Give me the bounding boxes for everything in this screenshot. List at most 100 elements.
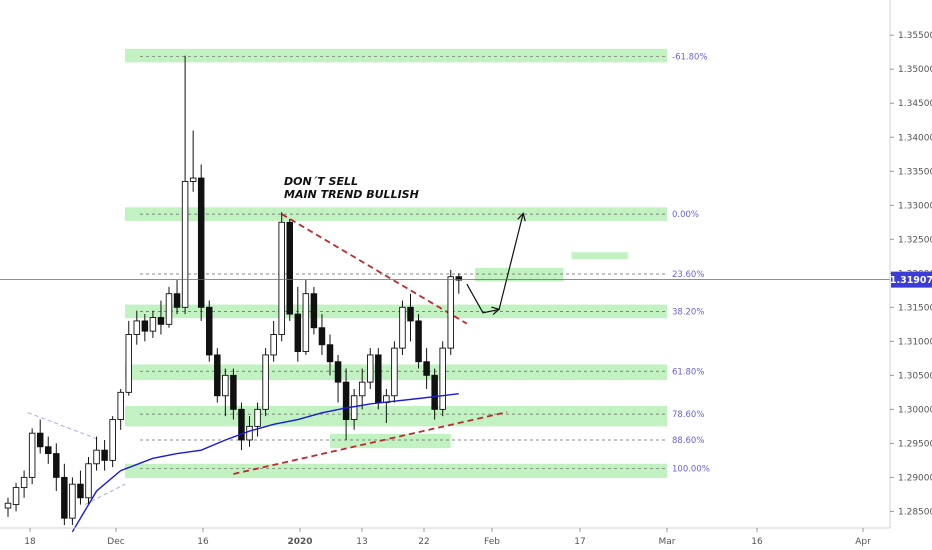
x-tick-label: 22 [418, 537, 429, 547]
x-tick-label: 16 [197, 537, 209, 547]
candle-body [358, 381, 366, 397]
candle-body [45, 446, 52, 455]
y-tick-label: 1.30500 [898, 371, 932, 381]
y-tick-label: 1.28500 [898, 507, 932, 517]
candle-body [431, 374, 438, 410]
moving-average-line [71, 393, 459, 533]
candles [4, 55, 463, 525]
x-tick-label: 17 [574, 537, 585, 547]
projection-arrow [466, 283, 500, 314]
candle-body [423, 361, 430, 376]
fib-zone [125, 304, 667, 319]
fib-zone [330, 433, 451, 449]
candle-body [12, 487, 20, 506]
y-tick-label: 1.33000 [898, 201, 932, 211]
candle-body [85, 463, 92, 499]
y-tick-label: 1.29500 [898, 439, 932, 449]
y-tick-label: 1.33500 [898, 167, 932, 177]
y-tick-label: 1.30000 [898, 405, 932, 415]
candle-body [455, 276, 463, 281]
candle-body [173, 293, 181, 308]
candle-body [399, 306, 406, 349]
candle-body [149, 317, 157, 332]
y-tick-label: 1.31500 [898, 303, 932, 313]
fib-zone [125, 48, 667, 63]
candle-body [230, 374, 237, 410]
candle-body [286, 221, 294, 315]
y-tick-label: 1.34500 [898, 99, 932, 109]
candle-body [197, 177, 205, 308]
candle-body [93, 449, 100, 465]
candle-body [254, 408, 261, 427]
annotation-line-2: MAIN TREND BULLISH [284, 188, 419, 201]
candle-body [270, 334, 277, 356]
fib-level-label: 38.20% [672, 307, 704, 317]
fib-level-label: 78.60% [672, 410, 704, 420]
x-tick-label: Dec [107, 537, 124, 547]
trend-lines [27, 213, 508, 506]
candle-body [125, 334, 132, 393]
candle-body [189, 177, 197, 182]
y-tick-label: 1.32500 [898, 235, 932, 245]
candle-body [20, 476, 28, 489]
projection-arrow [498, 213, 524, 310]
candle-body [342, 381, 350, 421]
candle-body [407, 306, 414, 322]
fib-level-label: 0.00% [672, 210, 699, 220]
y-tick-label: 1.34000 [898, 133, 932, 143]
fib-level-label: 100.00% [672, 465, 710, 475]
x-tick-label: Mar [659, 537, 676, 547]
x-tick-label: Apr [855, 537, 871, 547]
fib-levels: -61.80% 0.00% 23.60% 38.20% 61.80% 78.60% 88.6… [140, 52, 710, 475]
trend-line [84, 483, 126, 506]
candle-body [375, 354, 382, 404]
candle-body [294, 313, 302, 352]
candle-body [69, 483, 76, 519]
fib-zone [125, 207, 667, 221]
x-axis: 18 Dec 16 2020 13 22 Feb 17 Mar 16 Apr [24, 528, 871, 547]
candle-body [61, 476, 68, 519]
current-price-badge: 1.31907 [890, 271, 932, 288]
candle-body [334, 361, 342, 383]
candle-body [133, 320, 141, 335]
candle-body [278, 221, 285, 335]
y-tick-label: 1.35000 [898, 65, 932, 75]
candle-body [222, 374, 229, 397]
candle-body [141, 320, 149, 332]
candle-body [439, 347, 446, 410]
candle-body [157, 317, 165, 325]
trend-line [233, 411, 508, 475]
candle-body [367, 354, 374, 383]
candle-body [302, 293, 310, 352]
candle-body [391, 347, 398, 397]
candle-body [165, 293, 173, 325]
candle-body [415, 320, 422, 363]
candle-body [77, 483, 84, 499]
fib-zone [125, 405, 667, 427]
fib-zone [125, 463, 667, 479]
candle-body [109, 419, 116, 461]
candle-body [117, 391, 124, 421]
x-tick-label: 16 [751, 537, 763, 547]
fib-level-label: -61.80% [672, 52, 707, 62]
candle-body [214, 354, 221, 397]
candle-body [36, 432, 44, 448]
price-badge-label: 1.31907 [890, 275, 932, 286]
fib-level-label: 61.80% [672, 367, 704, 377]
trend-line [281, 213, 468, 325]
trend-line [27, 412, 101, 441]
y-tick-label: 1.31000 [898, 337, 932, 347]
fib-level-label: 23.60% [672, 270, 704, 280]
candle-body [101, 449, 108, 461]
x-tick-label: Feb [484, 537, 500, 547]
candle-body [53, 453, 60, 478]
fib-level-label: 88.60% [672, 436, 704, 446]
candle-body [246, 425, 253, 441]
candle-body [262, 354, 269, 410]
candle-body [28, 432, 36, 478]
arrow-head [517, 212, 526, 222]
candle-body [238, 408, 245, 441]
candle-body [310, 293, 318, 329]
x-tick-label: 18 [24, 537, 36, 547]
